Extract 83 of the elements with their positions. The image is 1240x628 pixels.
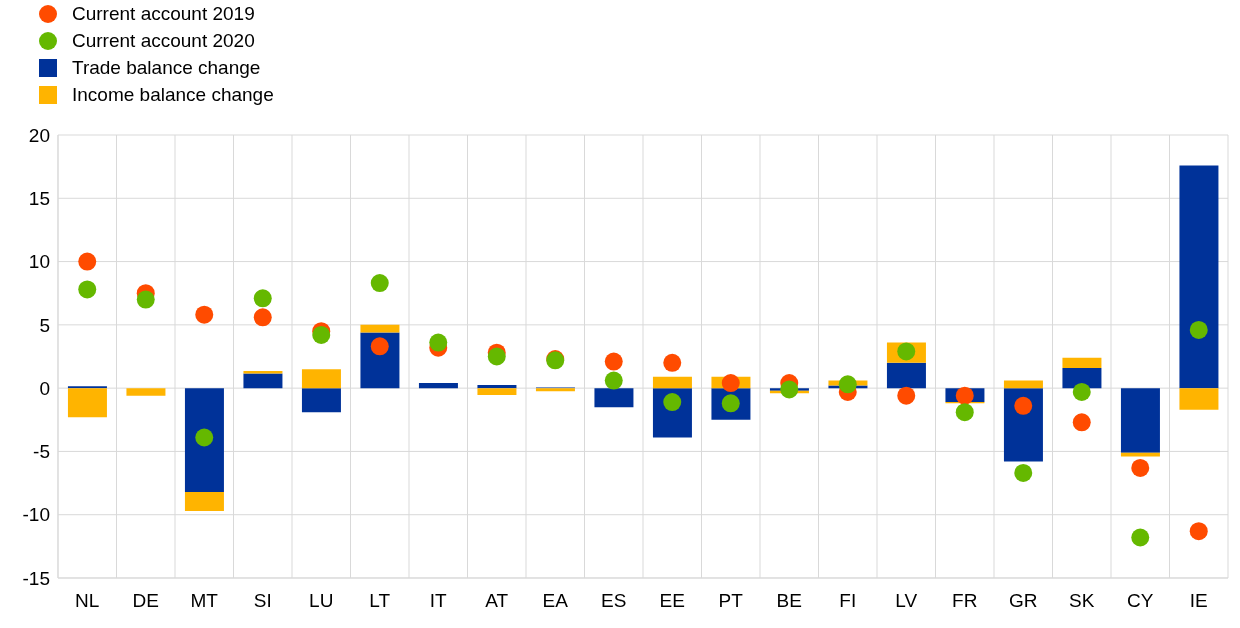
point xyxy=(604,352,623,371)
bar xyxy=(1120,388,1160,453)
y-tick-label: -15 xyxy=(22,567,50,589)
x-tick-label: SI xyxy=(253,590,272,612)
bar xyxy=(886,362,926,389)
point xyxy=(1189,320,1208,339)
point xyxy=(370,274,389,293)
x-tick-label: DE xyxy=(132,590,159,612)
x-tick-label: CY xyxy=(1127,590,1154,612)
point xyxy=(253,308,272,327)
bar xyxy=(652,376,692,389)
point xyxy=(78,252,97,271)
bar xyxy=(301,369,341,389)
point xyxy=(838,375,857,394)
x-tick-label: NL xyxy=(75,590,100,612)
bar xyxy=(184,491,224,511)
x-tick-label: IT xyxy=(429,590,448,612)
y-tick-label: -10 xyxy=(22,504,50,526)
bar xyxy=(301,388,341,413)
x-tick-label: AT xyxy=(485,590,509,612)
x-tick-label: FR xyxy=(952,590,978,612)
point xyxy=(663,353,682,372)
point xyxy=(604,371,623,390)
point xyxy=(1189,522,1208,541)
y-tick-label: 0 xyxy=(39,377,50,399)
x-tick-label: BE xyxy=(776,590,802,612)
point xyxy=(1014,463,1033,482)
bar xyxy=(477,388,517,396)
bar xyxy=(243,373,283,389)
bar xyxy=(1062,367,1102,389)
point xyxy=(136,290,155,309)
point xyxy=(780,380,799,399)
point xyxy=(253,289,272,308)
x-tick-label: PT xyxy=(718,590,744,612)
y-tick-label: -5 xyxy=(33,441,50,463)
bar xyxy=(477,384,517,389)
y-tick-label: 5 xyxy=(39,314,50,336)
point xyxy=(955,403,974,422)
x-tick-label: EE xyxy=(659,590,685,612)
point xyxy=(721,374,740,393)
bar xyxy=(1003,388,1043,462)
point xyxy=(1131,458,1150,477)
point xyxy=(487,347,506,366)
y-tick-label: 10 xyxy=(28,251,50,273)
point xyxy=(1014,396,1033,415)
bar xyxy=(1003,380,1043,389)
point xyxy=(1072,413,1091,432)
x-tick-label: FI xyxy=(839,590,857,612)
x-tick-label: IE xyxy=(1189,590,1208,612)
x-tick-label: LT xyxy=(369,590,391,612)
point xyxy=(195,428,214,447)
point xyxy=(663,393,682,412)
x-tick-label: SK xyxy=(1069,590,1095,612)
point xyxy=(429,333,448,352)
x-tick-label: LV xyxy=(895,590,918,612)
legend-label: Trade balance change xyxy=(72,56,261,79)
legend-label: Income balance change xyxy=(72,83,274,106)
x-tick-label: EA xyxy=(542,590,569,612)
point xyxy=(1131,528,1150,547)
x-tick-label: MT xyxy=(190,590,219,612)
point xyxy=(897,386,916,405)
point xyxy=(370,337,389,356)
x-tick-label: GR xyxy=(1009,590,1038,612)
bar xyxy=(1062,357,1102,368)
bar xyxy=(126,388,166,396)
point xyxy=(955,386,974,405)
legend-label: Current account 2019 xyxy=(72,2,255,25)
bar xyxy=(1179,165,1219,389)
bar xyxy=(243,371,283,374)
bar xyxy=(594,388,634,408)
bar xyxy=(67,388,107,418)
bar xyxy=(1179,388,1219,410)
bar xyxy=(418,383,458,389)
bar xyxy=(360,324,400,333)
y-tick-label: 15 xyxy=(28,188,50,210)
bar xyxy=(184,388,224,492)
point xyxy=(195,305,214,324)
point xyxy=(1072,382,1091,401)
legend-label: Current account 2020 xyxy=(72,29,255,52)
x-tick-label: ES xyxy=(601,590,627,612)
x-tick-label: LU xyxy=(309,590,334,612)
point xyxy=(78,280,97,299)
y-tick-label: 20 xyxy=(28,124,50,146)
